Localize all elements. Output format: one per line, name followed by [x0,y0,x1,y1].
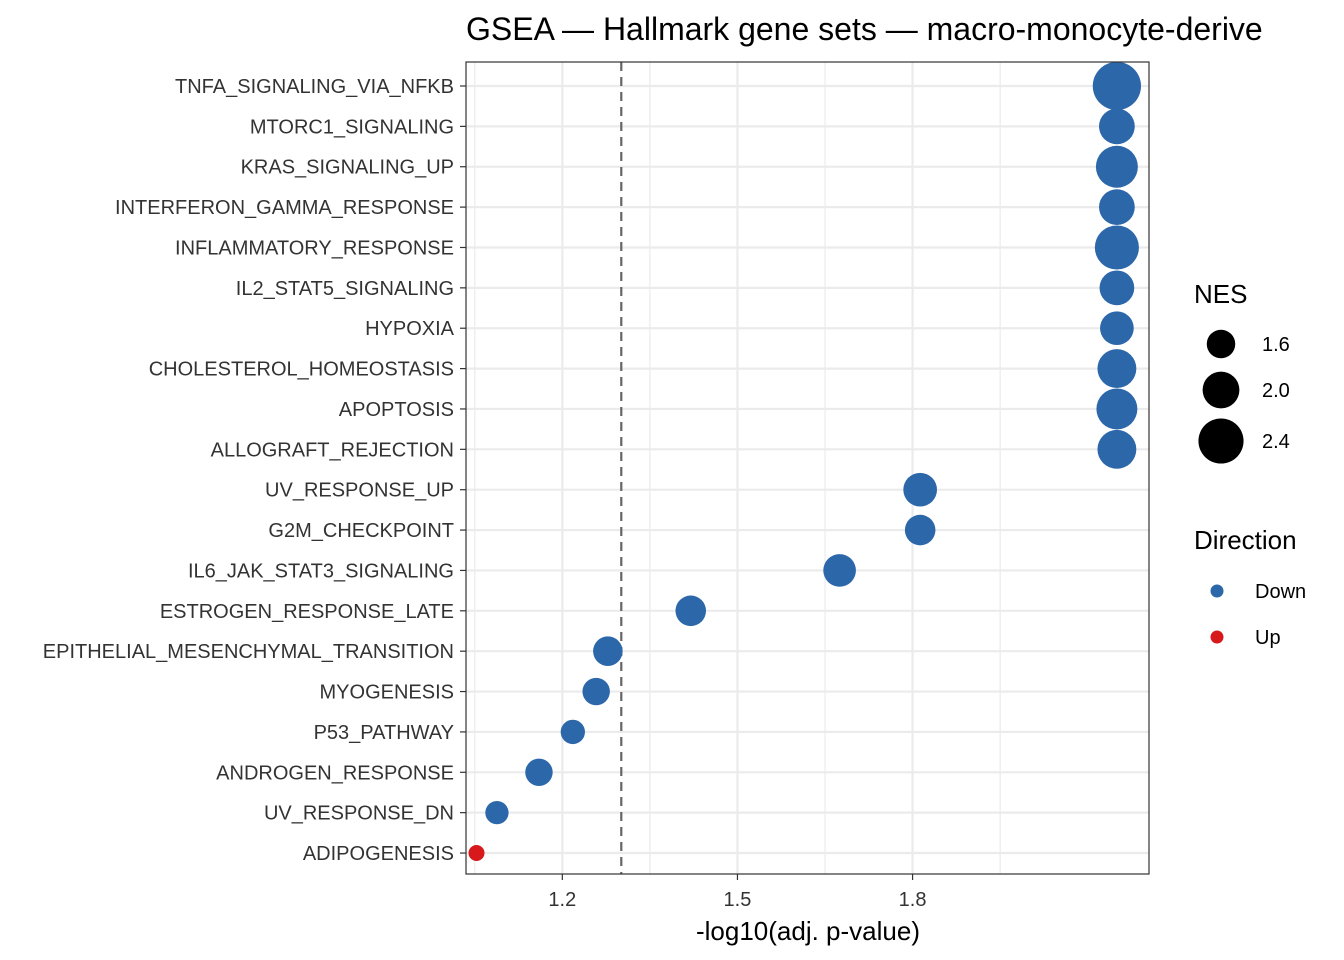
y-tick-label: MYOGENESIS [320,682,454,704]
y-tick-label: ALLOGRAFT_REJECTION [211,439,454,461]
data-point-estrogen-response-late [675,595,707,627]
data-point-cholesterol-homeostasis [1097,349,1137,389]
legend-size-title: NES [1194,279,1247,309]
data-point-adipogenesis [468,845,485,862]
x-tick-label: 1.2 [548,889,576,911]
legend-size-key [1198,418,1244,464]
data-point-inflammatory-response [1094,225,1139,270]
y-tick-label: ESTROGEN_RESPONSE_LATE [160,601,454,623]
legend-size-label: 2.4 [1262,431,1290,453]
data-point-interferon-gamma-response [1099,189,1135,225]
y-tick-label: HYPOXIA [365,318,455,340]
y-axis: TNFA_SIGNALING_VIA_NFKB MTORC1_SIGNALING K… [43,76,466,865]
y-tick-label: ADIPOGENESIS [303,843,454,865]
y-tick-label: IL2_STAT5_SIGNALING [236,278,454,300]
x-axis: 1.2 1.5 1.8 [548,874,926,911]
legend-color-key [1210,584,1224,598]
legend-color-label: Down [1255,581,1306,603]
y-tick-label: G2M_CHECKPOINT [268,520,454,542]
data-point-mtorc1-signaling [1099,108,1135,145]
panel-border [465,61,1150,875]
data-points [468,61,1142,862]
y-tick-label: ANDROGEN_RESPONSE [216,762,454,784]
data-point-apoptosis [1096,388,1138,430]
y-tick-label: P53_PATHWAY [314,722,454,744]
legend-size-key [1206,329,1236,359]
x-axis-label: -log10(adj. p-value) [696,916,920,946]
chart-title: GSEA — Hallmark gene sets — macro-monocy… [466,11,1263,47]
data-point-epithelial-mesenchymal-transition [593,636,623,666]
y-tick-label: EPITHELIAL_MESENCHYMAL_TRANSITION [43,641,454,663]
legend-size-label: 2.0 [1262,380,1290,402]
data-point-myogenesis [582,677,610,706]
y-tick-label: INTERFERON_GAMMA_RESPONSE [115,197,454,219]
x-tick-label: 1.8 [899,889,927,911]
data-point-allograft-rejection [1097,429,1137,469]
y-tick-label: APOPTOSIS [339,399,454,421]
grid-lines [466,62,1149,874]
data-point-g2m-checkpoint [904,514,936,546]
data-point-il2-stat5-signaling [1099,270,1135,306]
y-tick-label: TNFA_SIGNALING_VIA_NFKB [175,76,454,98]
data-point-p53-pathway [560,719,585,745]
y-tick-label: IL6_JAK_STAT3_SIGNALING [188,560,454,582]
legend-color-label: Up [1255,627,1281,649]
data-point-uv-response-dn [485,801,509,825]
data-point-uv-response-up [903,472,938,507]
y-tick-label: CHOLESTEROL_HOMEOSTASIS [149,359,454,381]
legend-size-label: 1.6 [1262,334,1290,356]
y-tick-label: UV_RESPONSE_UP [265,480,454,502]
legend-size-key [1202,371,1240,409]
x-tick-label: 1.5 [724,889,752,911]
data-point-kras-signaling-up [1095,145,1138,188]
legend-color-title: Direction [1194,525,1297,555]
y-tick-label: MTORC1_SIGNALING [250,116,454,138]
data-point-il6-jak-stat3-signaling [823,554,856,587]
y-tick-label: KRAS_SIGNALING_UP [241,157,454,179]
data-point-tnfa-signaling-via-nfkb [1092,61,1142,111]
data-point-hypoxia [1100,311,1134,346]
y-tick-label: UV_RESPONSE_DN [264,803,454,825]
legend: NES 1.6 2.0 2.4 Direction Down Up [1194,279,1306,649]
legend-color-key [1210,630,1224,644]
y-tick-label: INFLAMMATORY_RESPONSE [175,237,454,259]
data-point-androgen-response [525,758,553,787]
